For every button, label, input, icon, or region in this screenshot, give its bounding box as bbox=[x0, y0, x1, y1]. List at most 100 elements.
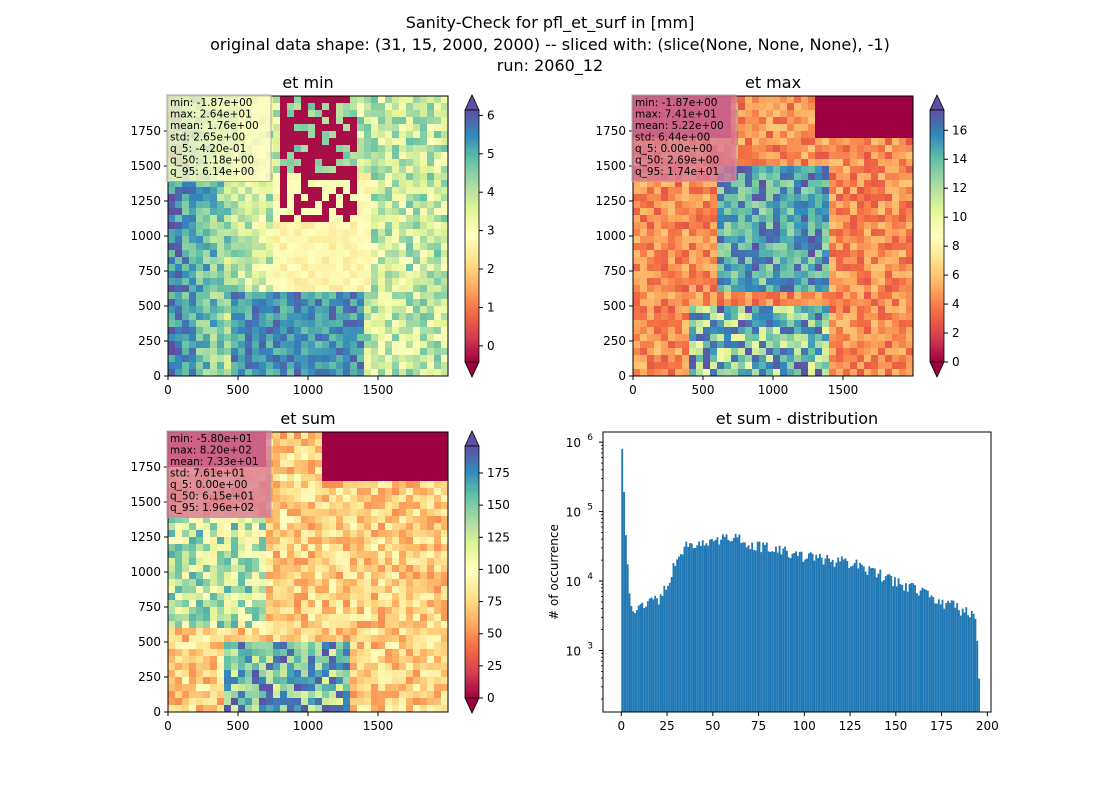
heatmap-cell bbox=[710, 222, 718, 230]
heatmap-cell bbox=[329, 614, 337, 622]
heatmap-cell bbox=[822, 271, 830, 279]
heatmap-cell bbox=[308, 138, 316, 146]
heatmap-cell bbox=[787, 124, 795, 132]
heatmap-cell bbox=[773, 334, 781, 342]
heatmap-cell bbox=[871, 369, 879, 377]
heatmap-cell bbox=[336, 369, 344, 377]
heatmap-cell bbox=[745, 201, 753, 209]
heatmap-cell bbox=[224, 194, 232, 202]
heatmap-cell bbox=[378, 593, 386, 601]
heatmap-cell bbox=[633, 243, 641, 251]
heatmap-cell bbox=[434, 103, 442, 111]
heatmap-cell bbox=[294, 229, 302, 237]
heatmap-cell bbox=[906, 369, 914, 377]
heatmap-cell bbox=[315, 523, 323, 531]
heatmap-cell bbox=[752, 159, 760, 167]
heatmap-cell bbox=[406, 250, 414, 258]
heatmap-cell bbox=[329, 229, 337, 237]
heatmap-cell bbox=[675, 341, 683, 349]
heatmap-cell bbox=[336, 313, 344, 321]
heatmap-cell bbox=[350, 215, 358, 223]
heatmap-cell bbox=[801, 229, 809, 237]
heatmap-cell bbox=[773, 215, 781, 223]
heatmap-cell bbox=[871, 334, 879, 342]
heatmap-cell bbox=[203, 642, 211, 650]
heatmap-cell bbox=[357, 439, 365, 447]
heatmap-cell bbox=[315, 355, 323, 363]
heatmap-cell bbox=[836, 250, 844, 258]
heatmap-cell bbox=[766, 278, 774, 286]
heatmap-cell bbox=[189, 635, 197, 643]
heatmap-cell bbox=[857, 180, 865, 188]
heatmap-cell bbox=[315, 320, 323, 328]
heatmap-cell bbox=[808, 187, 816, 195]
heatmap-cell bbox=[364, 684, 372, 692]
heatmap-cell bbox=[434, 495, 442, 503]
heatmap-cell bbox=[766, 341, 774, 349]
heatmap-cell bbox=[427, 432, 435, 440]
heatmap-cell bbox=[808, 264, 816, 272]
heatmap-cell bbox=[224, 663, 232, 671]
heatmap-cell bbox=[182, 670, 190, 678]
heatmap-cell bbox=[287, 572, 295, 580]
heatmap-cell bbox=[441, 236, 449, 244]
heatmap-cell bbox=[434, 705, 442, 713]
heatmap-cell bbox=[336, 670, 344, 678]
heatmap-cell bbox=[231, 544, 239, 552]
heatmap-cell bbox=[647, 264, 655, 272]
heatmap-cell bbox=[273, 523, 281, 531]
heatmap-cell bbox=[238, 579, 246, 587]
heatmap-cell bbox=[315, 180, 323, 188]
heatmap-cell bbox=[871, 292, 879, 300]
heatmap-cell bbox=[441, 509, 449, 517]
heatmap-cell bbox=[350, 201, 358, 209]
heatmap-cell bbox=[745, 215, 753, 223]
heatmap-cell bbox=[287, 467, 295, 475]
heatmap-cell bbox=[703, 320, 711, 328]
heatmap-cell bbox=[815, 362, 823, 370]
heatmap-cell bbox=[217, 327, 225, 335]
heatmap-cell bbox=[308, 201, 316, 209]
heatmap-cell bbox=[350, 663, 358, 671]
heatmap-cell bbox=[675, 201, 683, 209]
heatmap-cell bbox=[357, 551, 365, 559]
heatmap-cell bbox=[371, 537, 379, 545]
heatmap-cell bbox=[196, 649, 204, 657]
heatmap-cell bbox=[724, 264, 732, 272]
heatmap-cell bbox=[294, 516, 302, 524]
heatmap-cell bbox=[294, 110, 302, 118]
heatmap-cell bbox=[413, 215, 421, 223]
heatmap-cell bbox=[343, 285, 351, 293]
heatmap-cell bbox=[350, 222, 358, 230]
heatmap-cell bbox=[801, 201, 809, 209]
heatmap-cell bbox=[315, 166, 323, 174]
heatmap-cell bbox=[878, 201, 886, 209]
heatmap-cell bbox=[252, 299, 260, 307]
heatmap-cell bbox=[196, 579, 204, 587]
heatmap-cell bbox=[682, 243, 690, 251]
heatmap-cell bbox=[738, 341, 746, 349]
heatmap-cell bbox=[766, 180, 774, 188]
heatmap-cell bbox=[724, 278, 732, 286]
heatmap-cell bbox=[273, 96, 281, 104]
heatmap-cell bbox=[203, 341, 211, 349]
heatmap-cell bbox=[731, 278, 739, 286]
heatmap-cell bbox=[371, 698, 379, 706]
heatmap-cell bbox=[280, 572, 288, 580]
heatmap-cell bbox=[668, 201, 676, 209]
heatmap-cell bbox=[794, 299, 802, 307]
heatmap-cell bbox=[773, 166, 781, 174]
heatmap-cell bbox=[231, 208, 239, 216]
heatmap-cell bbox=[168, 313, 176, 321]
heatmap-cell bbox=[427, 250, 435, 258]
heatmap-cell bbox=[906, 355, 914, 363]
heatmap-cell bbox=[420, 698, 428, 706]
heatmap-cell bbox=[413, 544, 421, 552]
heatmap-cell bbox=[434, 355, 442, 363]
heatmap-cell bbox=[420, 635, 428, 643]
heatmap-cell bbox=[308, 96, 316, 104]
heatmap-cell bbox=[329, 649, 337, 657]
heatmap-cell bbox=[738, 362, 746, 370]
heatmap-cell bbox=[899, 96, 907, 104]
heatmap-cell bbox=[385, 201, 393, 209]
